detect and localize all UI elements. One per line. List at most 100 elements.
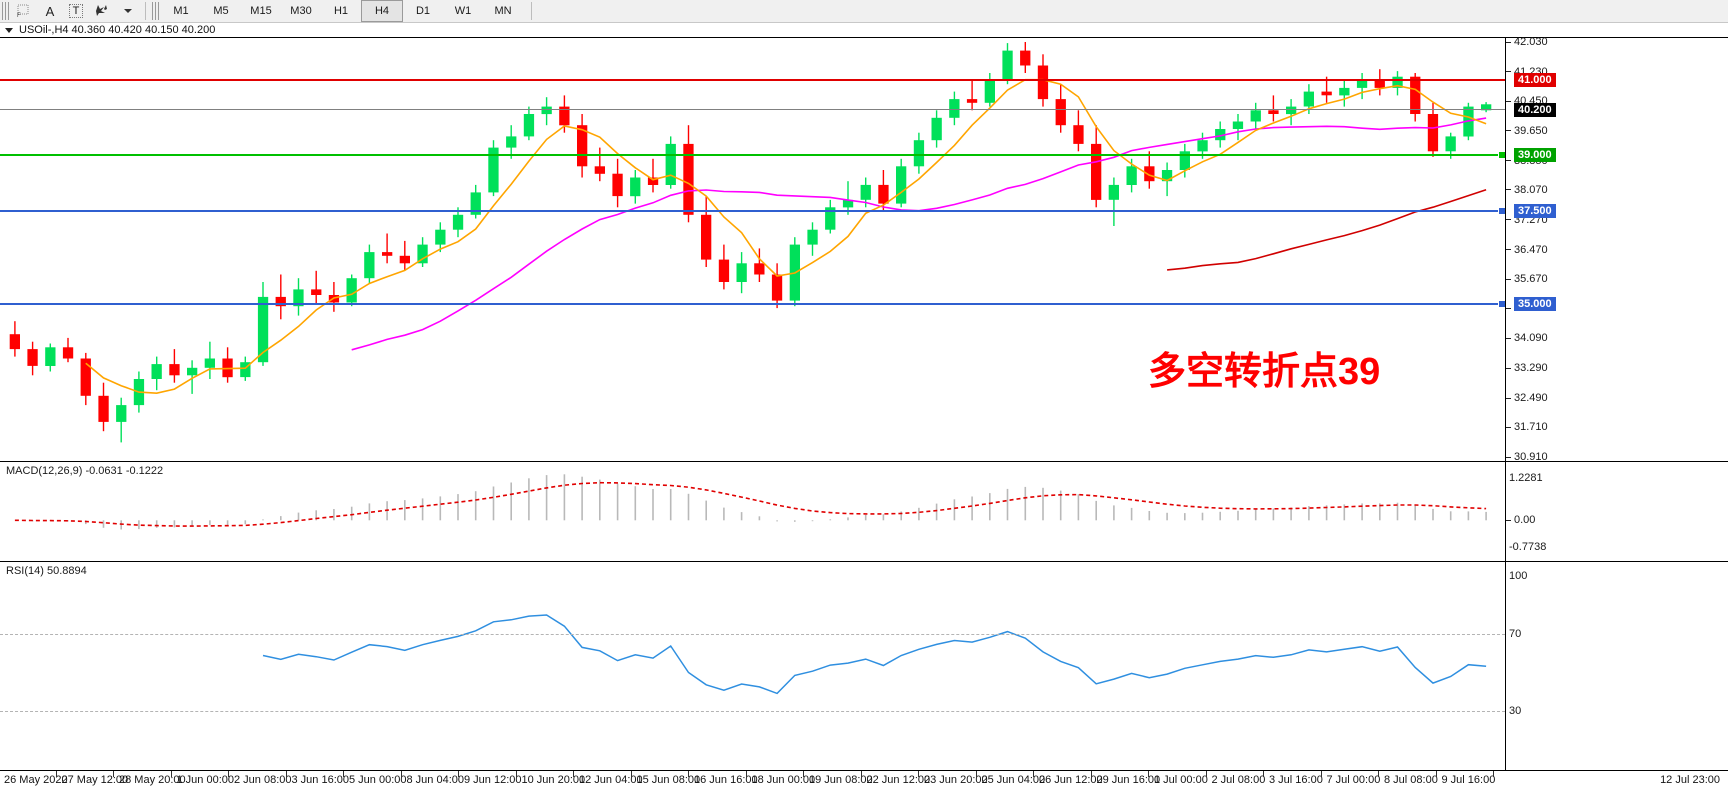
rsi-tick-label: 100 <box>1509 570 1528 582</box>
price-tick-label: 38.070 <box>1514 183 1548 196</box>
price-level-tag-39.000[interactable]: 39.000 <box>1514 148 1556 163</box>
level-handle-39.000[interactable] <box>1498 151 1505 160</box>
price-level-tag-41.000[interactable]: 41.000 <box>1514 73 1556 88</box>
price-tick-label: 31.710 <box>1514 421 1548 434</box>
rsi-axis[interactable]: 100 70 30 <box>1505 562 1728 770</box>
time-tick-mark <box>975 771 977 777</box>
text-a-icon[interactable]: A <box>45 3 55 19</box>
macd-tick: -0.7738 <box>1506 541 1546 553</box>
chart-annotation-text[interactable]: 多空转折点39 <box>1148 351 1381 393</box>
time-axis-label: 25 Jun 04:00 <box>981 774 1046 786</box>
macd-tick-label: 0.00 <box>1514 514 1536 527</box>
time-tick-mark <box>1263 771 1264 777</box>
rsi-pane: RSI(14) 50.8894 100 70 30 <box>0 561 1728 770</box>
dropdown-caret-icon[interactable] <box>115 1 141 21</box>
macd-tick: 1.2281 <box>1506 472 1543 484</box>
timeframe-h1[interactable]: H1 <box>333 5 349 17</box>
timeframe-w1[interactable]: W1 <box>454 5 472 17</box>
level-handle-37.500[interactable] <box>1498 207 1505 216</box>
macd-tick-label: -0.7738 <box>1509 541 1547 553</box>
toolbar-divider-2 <box>531 2 532 20</box>
timeframe-m30[interactable]: M30 <box>290 5 312 17</box>
price-plot-area[interactable] <box>0 38 1505 461</box>
time-axis-label: 7 Jul 00:00 <box>1326 774 1381 786</box>
text-label-icon[interactable]: T <box>63 1 89 21</box>
price-tick-label: 35.670 <box>1514 273 1548 286</box>
grid-f-icon[interactable]: F <box>11 1 37 21</box>
time-tick-mark <box>745 771 747 777</box>
time-axis-label: 2 Jun 08:00 <box>234 774 292 786</box>
level-line-41.000[interactable] <box>0 79 1505 82</box>
timeframe-grip[interactable] <box>152 2 159 20</box>
time-tick-mark <box>630 771 632 777</box>
collapse-triangle-icon[interactable] <box>5 27 13 33</box>
time-axis-label: 9 Jul 16:00 <box>1441 774 1496 786</box>
time-axis[interactable]: 26 May 2020 27 May 12:00 28 May 20:00 1 Jun… <box>0 770 1728 792</box>
price-level-tag-35.000[interactable]: 35.000 <box>1514 297 1556 312</box>
timeframe-m1[interactable]: M1 <box>173 5 189 17</box>
toolbar-divider <box>145 2 146 20</box>
time-axis-label: 2 Jul 08:00 <box>1211 774 1266 786</box>
time-axis-label: 1 Jun 00:00 <box>176 774 235 786</box>
time-tick-mark <box>688 771 689 777</box>
time-tick-mark <box>170 771 172 777</box>
macd-label: MACD(12,26,9) -0.0631 -0.1222 <box>6 465 164 477</box>
price-axis[interactable]: 42.03041.23040.45039.65038.85038.07037.2… <box>1505 36 1728 463</box>
time-axis-label: 8 Jun 04:00 <box>406 774 465 786</box>
time-axis-label: 29 Jun 16:00 <box>1096 774 1161 786</box>
price-tick: 35.670 <box>1506 273 1548 285</box>
objects-icon[interactable] <box>89 1 115 21</box>
time-tick-mark <box>1148 771 1149 777</box>
time-axis-label: 19 Jun 08:00 <box>809 774 873 786</box>
time-tick-mark <box>285 771 287 777</box>
timeframe-h4[interactable]: H4 <box>361 0 403 22</box>
time-axis-label: 10 Jun 20:00 <box>521 774 586 786</box>
time-tick-mark <box>515 771 517 777</box>
level-line-40.200[interactable] <box>0 109 1505 111</box>
time-tick-mark <box>458 771 459 777</box>
toolbar-grip[interactable] <box>2 2 9 20</box>
price-tick-label: 36.470 <box>1514 243 1548 256</box>
rsi-guide-30 <box>0 711 1505 713</box>
price-level-tag-40.200[interactable]: 40.200 <box>1514 103 1556 118</box>
macd-plot-area[interactable]: MACD(12,26,9) -0.0631 -0.1222 <box>0 462 1505 561</box>
time-axis-label: 18 Jun 00:00 <box>751 774 816 786</box>
level-handle-35.000[interactable] <box>1498 300 1505 309</box>
timeframe-d1[interactable]: D1 <box>415 5 431 17</box>
time-axis-label: 16 Jun 16:00 <box>694 774 758 786</box>
price-tick-label: 32.490 <box>1514 392 1548 405</box>
time-tick-mark <box>1033 771 1034 777</box>
level-line-39.000[interactable] <box>0 154 1505 157</box>
time-axis-label: 5 Jun 00:00 <box>349 774 407 786</box>
price-tick: 33.290 <box>1506 362 1548 374</box>
price-level-tag-37.500[interactable]: 37.500 <box>1514 204 1556 219</box>
time-axis-label: 3 Jun 16:00 <box>291 774 350 786</box>
timeframe-group: M1 M5 M15 M30 H1 H4 D1 W1 MN <box>161 0 523 22</box>
time-axis-label: 28 May 20:00 <box>119 774 186 786</box>
timeframe-m15[interactable]: M15 <box>250 5 272 17</box>
price-tick-label: 30.910 <box>1514 451 1548 463</box>
level-line-35.000[interactable] <box>0 303 1505 306</box>
price-tick-label: 42.030 <box>1514 36 1548 48</box>
time-tick-mark <box>860 771 862 777</box>
time-tick-mark <box>573 771 574 777</box>
price-tick: 32.490 <box>1506 392 1548 404</box>
timeframe-mn[interactable]: MN <box>494 5 512 17</box>
time-tick-mark <box>1435 771 1437 777</box>
price-tick: 31.710 <box>1506 421 1548 433</box>
time-axis-label: 12 Jul 23:00 <box>1660 774 1720 786</box>
time-tick-mark <box>113 771 114 777</box>
symbol-info-bar: USOil-,H4 40.360 40.420 40.150 40.200 <box>0 23 1728 37</box>
time-tick-mark <box>1378 771 1379 777</box>
time-axis-label: 27 May 12:00 <box>61 774 129 786</box>
time-axis-label: 8 Jul 08:00 <box>1384 774 1438 786</box>
rsi-plot-area[interactable]: RSI(14) 50.8894 <box>0 562 1505 770</box>
rsi-guide-70 <box>0 634 1505 635</box>
time-tick-mark <box>918 771 919 777</box>
macd-histogram-svg <box>14 474 1487 530</box>
timeframe-m5[interactable]: M5 <box>213 5 229 17</box>
level-line-37.500[interactable] <box>0 210 1505 213</box>
symbol-quote-text: USOil-,H4 40.360 40.420 40.150 40.200 <box>19 24 216 36</box>
macd-axis[interactable]: 1.2281 0.00 -0.7738 <box>1505 462 1728 561</box>
time-tick-mark <box>400 771 402 777</box>
